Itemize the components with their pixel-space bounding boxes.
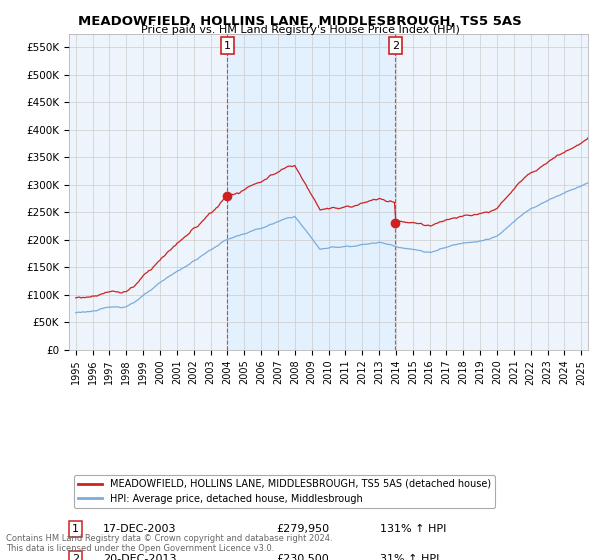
Text: 31% ↑ HPI: 31% ↑ HPI — [380, 554, 440, 560]
Text: Contains HM Land Registry data © Crown copyright and database right 2024.
This d: Contains HM Land Registry data © Crown c… — [6, 534, 332, 553]
Text: Price paid vs. HM Land Registry's House Price Index (HPI): Price paid vs. HM Land Registry's House … — [140, 25, 460, 35]
Text: 2: 2 — [71, 554, 79, 560]
Text: 1: 1 — [72, 524, 79, 534]
Text: MEADOWFIELD, HOLLINS LANE, MIDDLESBROUGH, TS5 5AS: MEADOWFIELD, HOLLINS LANE, MIDDLESBROUGH… — [78, 15, 522, 27]
Text: 131% ↑ HPI: 131% ↑ HPI — [380, 524, 447, 534]
Text: 20-DEC-2013: 20-DEC-2013 — [103, 554, 176, 560]
Text: 2: 2 — [392, 41, 399, 51]
Text: £230,500: £230,500 — [277, 554, 329, 560]
Text: 17-DEC-2003: 17-DEC-2003 — [103, 524, 176, 534]
Text: £279,950: £279,950 — [277, 524, 330, 534]
Bar — [227, 34, 395, 350]
Text: 1: 1 — [224, 41, 231, 51]
Legend: MEADOWFIELD, HOLLINS LANE, MIDDLESBROUGH, TS5 5AS (detached house), HPI: Average: MEADOWFIELD, HOLLINS LANE, MIDDLESBROUGH… — [74, 475, 495, 508]
